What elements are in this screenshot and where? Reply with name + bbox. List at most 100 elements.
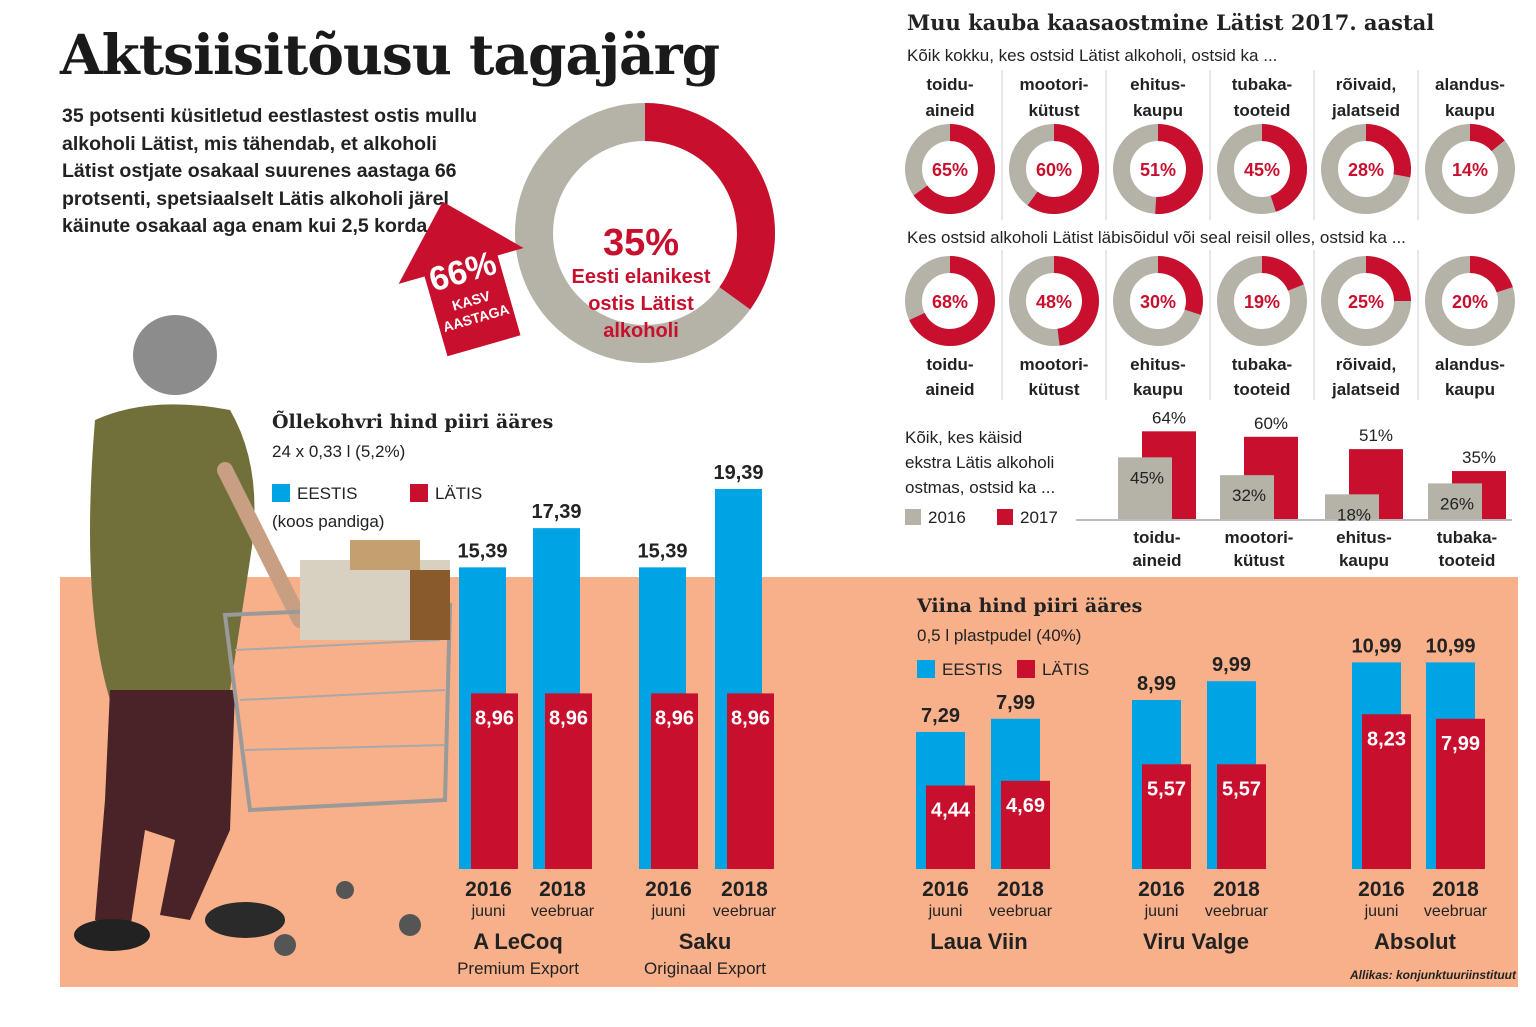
donut-row1-category: rõivaid, xyxy=(1336,75,1396,94)
growth-arrow-shape xyxy=(398,201,524,357)
cart-wheel-icon xyxy=(274,934,296,956)
product-name: A LeCoq xyxy=(473,929,563,954)
donut-row2-slice xyxy=(1262,256,1304,291)
bar-year-label: 2018 xyxy=(1432,878,1479,901)
donut-row1-category: tubaka- xyxy=(1232,75,1292,94)
bar-eestis-label: 15,39 xyxy=(637,540,687,562)
bar-eestis-label: 8,99 xyxy=(1137,673,1176,695)
donut-row2-category: rõivaid, xyxy=(1336,355,1396,374)
shopping-cart-grid-icon xyxy=(234,639,446,751)
bar-year-label: 2016 xyxy=(645,878,692,901)
purchase-category-label: toidu- xyxy=(1133,528,1180,547)
purchase-category-label: kaupu xyxy=(1339,551,1389,570)
legend-label-latis: LÄTIS xyxy=(435,484,482,503)
price-chart-title: Õllekohvri hind piiri ääres xyxy=(272,410,553,433)
donut-row2-category: toidu- xyxy=(926,355,973,374)
shopper-arm-icon xyxy=(217,462,308,628)
bar-eestis-label: 7,29 xyxy=(921,705,960,727)
donut-row1-category: kütust xyxy=(1029,101,1080,120)
price-chart-subtitle: 0,5 l plastpudel (40%) xyxy=(917,626,1081,645)
bar-eestis-label: 17,39 xyxy=(531,501,581,523)
donut-row1-category: kaupu xyxy=(1133,101,1183,120)
big-donut-caption: ostis Lätist xyxy=(588,293,694,315)
legend-swatch-2016 xyxy=(905,509,921,525)
bar-latis-label: 8,96 xyxy=(731,707,770,729)
donut-row2-slice xyxy=(909,256,995,346)
purchase-chart-subtitle: ekstra Lätis alkoholi xyxy=(905,453,1054,472)
legend-note: (koos pandiga) xyxy=(272,512,384,531)
donut-row2-label: 25% xyxy=(1348,292,1384,312)
bar-latis xyxy=(1362,714,1411,869)
donut-row2-category: kaupu xyxy=(1133,380,1183,399)
donut-row1-label: 14% xyxy=(1452,160,1488,180)
bar-year-label: 2018 xyxy=(1213,878,1260,901)
donut-row2-slice xyxy=(1366,256,1411,301)
bar-latis-label: 5,57 xyxy=(1222,778,1261,800)
bar-month-label: veebruar xyxy=(1424,903,1488,920)
price-chart-title: Viina hind piiri ääres xyxy=(916,595,1142,617)
purchase-chart-subtitle: Kõik, kes käisid xyxy=(905,428,1022,447)
bar-2017-label: 64% xyxy=(1152,408,1186,427)
bar-latis xyxy=(545,693,592,869)
bar-month-label: juuni xyxy=(651,903,686,920)
donut-row1-slice xyxy=(1155,124,1203,215)
donut-row1-category: toidu- xyxy=(926,75,973,94)
donut-row2-label: 48% xyxy=(1036,292,1072,312)
donut-row2-label: 20% xyxy=(1452,292,1488,312)
bar-2016 xyxy=(1428,483,1482,519)
legend-label-eestis: EESTIS xyxy=(297,484,357,503)
donut-section-title: Muu kauba kaasaostmine Lätist 2017. aast… xyxy=(907,10,1434,35)
bar-month-label: veebruar xyxy=(1205,903,1269,920)
legend-swatch-2017 xyxy=(997,509,1013,525)
shopper-shoe-icon xyxy=(205,902,285,938)
legend-label-latis: LÄTIS xyxy=(1042,660,1089,679)
donut-row2-category: tubaka- xyxy=(1232,355,1292,374)
donut-row2-label: 19% xyxy=(1244,292,1280,312)
shopper-shirt-icon xyxy=(90,404,255,700)
bar-month-label: veebruar xyxy=(713,903,777,920)
bar-latis-label: 8,96 xyxy=(475,707,514,729)
product-name: Laua Viin xyxy=(930,929,1027,954)
bar-2016 xyxy=(1220,475,1274,519)
purchase-category-label: tubaka- xyxy=(1437,528,1497,547)
bar-month-label: juuni xyxy=(471,903,506,920)
product-name: Viru Valge xyxy=(1143,929,1249,954)
product-subname: Originaal Export xyxy=(644,959,766,978)
donut-row1-slice xyxy=(1027,124,1099,215)
donut-row1-label: 51% xyxy=(1140,160,1176,180)
bar-latis xyxy=(651,693,698,869)
donut-row1-category: alandus- xyxy=(1435,75,1505,94)
bar-2017-label: 35% xyxy=(1462,448,1496,467)
bar-latis xyxy=(1142,764,1191,869)
donut-row2-subtitle: Kes ostsid alkoholi Lätist läbisõidul võ… xyxy=(907,228,1406,247)
big-donut-slice xyxy=(645,103,775,310)
donut-row1-label: 65% xyxy=(932,160,968,180)
bar-eestis-label: 10,99 xyxy=(1425,635,1475,657)
donut-row1-subtitle: Kõik kokku, kes ostsid Lätist alkoholi, … xyxy=(907,46,1277,65)
donut-row1-label: 45% xyxy=(1244,160,1280,180)
donut-row1-category: aineid xyxy=(925,101,974,120)
legend-swatch-latis xyxy=(410,484,428,502)
bar-year-label: 2016 xyxy=(1358,878,1405,901)
bar-latis-label: 7,99 xyxy=(1441,733,1480,755)
bar-latis xyxy=(926,785,975,869)
bar-2016 xyxy=(1118,457,1172,519)
product-subname: Premium Export xyxy=(457,959,579,978)
donut-row2-category: kaupu xyxy=(1445,380,1495,399)
shopper-shoe-icon xyxy=(74,919,150,951)
legend-swatch-eestis xyxy=(272,484,290,502)
donut-row1-category: ehitus- xyxy=(1130,75,1186,94)
bar-month-label: juuni xyxy=(1364,903,1399,920)
cart-wheel-icon xyxy=(336,881,354,899)
bar-year-label: 2016 xyxy=(465,878,512,901)
legend-label-2016: 2016 xyxy=(928,508,966,527)
bar-latis-label: 4,69 xyxy=(1006,795,1045,817)
bar-eestis-label: 7,99 xyxy=(996,692,1035,714)
bar-2016-label: 45% xyxy=(1130,468,1164,487)
cart-boxes-icon xyxy=(410,570,450,640)
cart-wheel-icon xyxy=(399,914,421,936)
product-name: Absolut xyxy=(1374,929,1457,954)
bar-year-label: 2016 xyxy=(922,878,969,901)
donut-row2-slice xyxy=(1470,256,1513,293)
